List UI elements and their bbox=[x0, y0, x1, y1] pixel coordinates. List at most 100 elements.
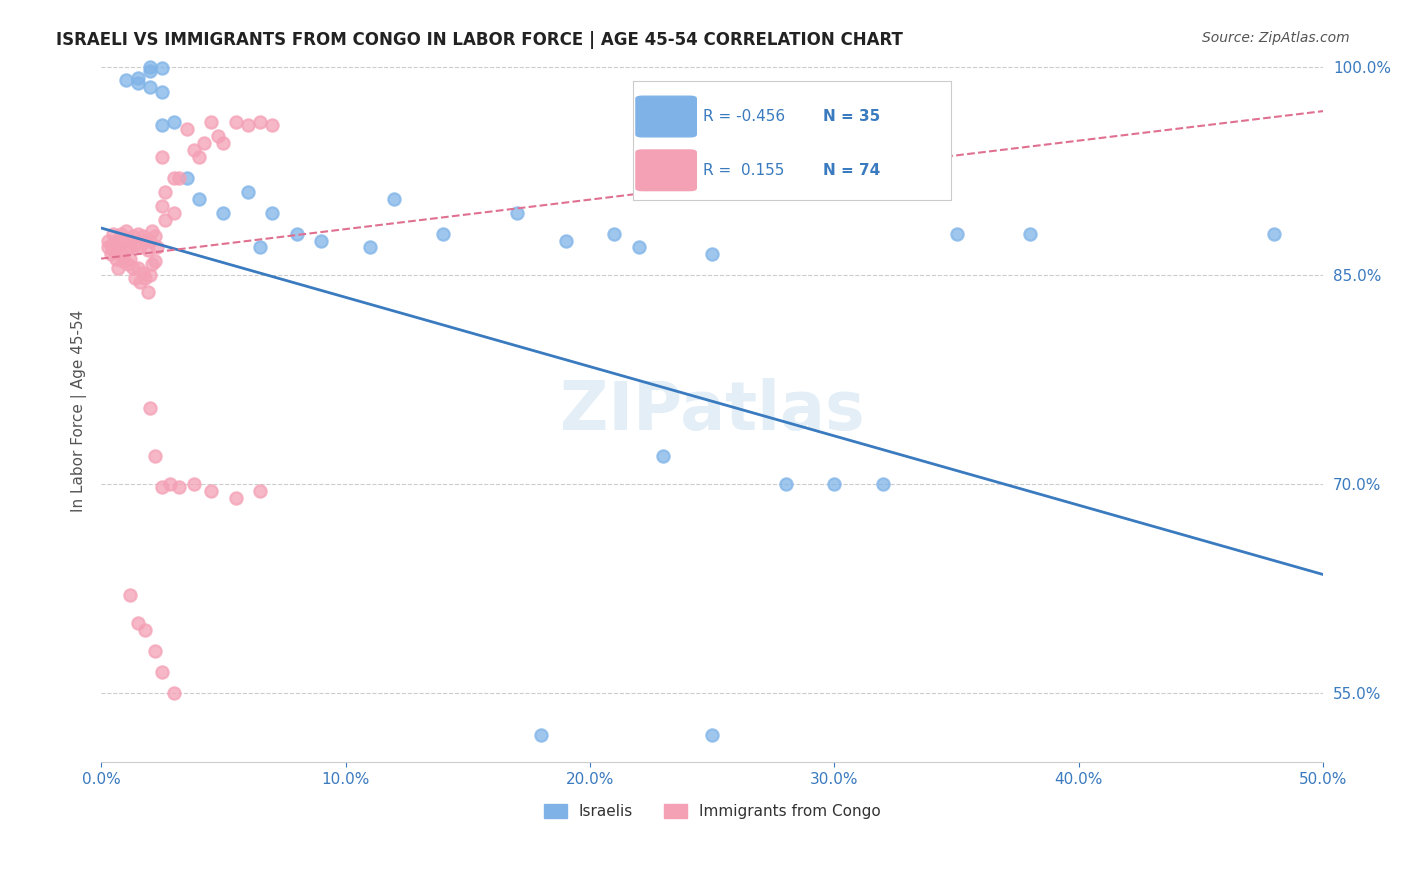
Point bbox=[129, 240, 152, 254]
Point bbox=[97, 234, 120, 248]
Point bbox=[249, 115, 271, 129]
Point bbox=[249, 240, 271, 254]
Point bbox=[103, 244, 125, 258]
Point bbox=[187, 150, 209, 164]
Point bbox=[652, 449, 675, 463]
Y-axis label: In Labor Force | Age 45-54: In Labor Force | Age 45-54 bbox=[72, 310, 87, 512]
Point bbox=[127, 616, 149, 631]
Point bbox=[150, 85, 173, 99]
Point bbox=[107, 240, 129, 254]
Point bbox=[139, 63, 162, 78]
Point bbox=[104, 252, 127, 266]
Point bbox=[127, 70, 149, 85]
Point bbox=[139, 401, 162, 415]
Point bbox=[150, 150, 173, 164]
Point bbox=[163, 686, 186, 700]
Point bbox=[143, 254, 166, 268]
Point bbox=[1019, 227, 1042, 241]
Point bbox=[775, 477, 797, 491]
Point bbox=[124, 237, 146, 252]
Point bbox=[309, 234, 332, 248]
Point bbox=[110, 227, 132, 241]
Point bbox=[120, 589, 142, 603]
Point bbox=[127, 76, 149, 90]
Legend: Israelis, Immigrants from Congo: Israelis, Immigrants from Congo bbox=[537, 797, 887, 825]
Point bbox=[150, 118, 173, 132]
Point bbox=[603, 227, 626, 241]
Point bbox=[124, 271, 146, 285]
Text: ISRAELI VS IMMIGRANTS FROM CONGO IN LABOR FORCE | AGE 45-54 CORRELATION CHART: ISRAELI VS IMMIGRANTS FROM CONGO IN LABO… bbox=[56, 31, 903, 49]
Point bbox=[114, 224, 136, 238]
Point bbox=[143, 644, 166, 658]
Point bbox=[169, 480, 191, 494]
Point bbox=[134, 234, 156, 248]
Point bbox=[159, 477, 181, 491]
Point bbox=[141, 257, 163, 271]
Point bbox=[139, 80, 162, 95]
Point bbox=[225, 491, 247, 505]
Point bbox=[139, 60, 162, 74]
Point bbox=[554, 234, 576, 248]
Point bbox=[432, 227, 454, 241]
Point bbox=[169, 170, 191, 185]
Text: Source: ZipAtlas.com: Source: ZipAtlas.com bbox=[1202, 31, 1350, 45]
Point bbox=[1263, 227, 1285, 241]
Point bbox=[236, 118, 259, 132]
Point bbox=[112, 254, 135, 268]
Point bbox=[207, 129, 229, 144]
Point bbox=[150, 665, 173, 679]
Point bbox=[945, 227, 967, 241]
Point bbox=[139, 268, 162, 283]
Point bbox=[176, 170, 198, 185]
Point bbox=[702, 728, 724, 742]
Point bbox=[176, 122, 198, 136]
Point bbox=[122, 261, 145, 276]
Point bbox=[183, 143, 205, 157]
Point bbox=[153, 185, 176, 199]
Point bbox=[150, 199, 173, 213]
Point bbox=[872, 477, 894, 491]
Point bbox=[505, 205, 527, 219]
Point bbox=[141, 224, 163, 238]
Point bbox=[117, 257, 139, 271]
Point bbox=[110, 247, 132, 261]
Point bbox=[163, 170, 186, 185]
Point bbox=[134, 271, 156, 285]
Point bbox=[112, 234, 135, 248]
Point bbox=[134, 624, 156, 638]
Point bbox=[384, 192, 406, 206]
Point bbox=[150, 61, 173, 75]
Point bbox=[122, 229, 145, 244]
Point bbox=[225, 115, 247, 129]
Point bbox=[120, 252, 142, 266]
Point bbox=[150, 480, 173, 494]
Point bbox=[139, 234, 162, 248]
Point bbox=[200, 483, 222, 498]
Point bbox=[136, 285, 159, 299]
Point bbox=[107, 261, 129, 276]
Point bbox=[200, 115, 222, 129]
Point bbox=[153, 212, 176, 227]
Point bbox=[359, 240, 381, 254]
Text: ZIPatlas: ZIPatlas bbox=[560, 378, 865, 444]
Point bbox=[120, 240, 142, 254]
Point bbox=[97, 240, 120, 254]
Point bbox=[104, 234, 127, 248]
Point bbox=[262, 205, 284, 219]
Point bbox=[127, 227, 149, 241]
Point bbox=[823, 477, 845, 491]
Point bbox=[143, 229, 166, 244]
Point bbox=[285, 227, 308, 241]
Point bbox=[236, 185, 259, 199]
Point bbox=[114, 73, 136, 87]
Point bbox=[163, 115, 186, 129]
Point bbox=[131, 266, 153, 280]
Point bbox=[183, 477, 205, 491]
Point bbox=[146, 240, 169, 254]
Point bbox=[249, 483, 271, 498]
Point bbox=[627, 240, 650, 254]
Point bbox=[136, 244, 159, 258]
Point bbox=[131, 229, 153, 244]
Point bbox=[100, 247, 122, 261]
Point bbox=[127, 261, 149, 276]
